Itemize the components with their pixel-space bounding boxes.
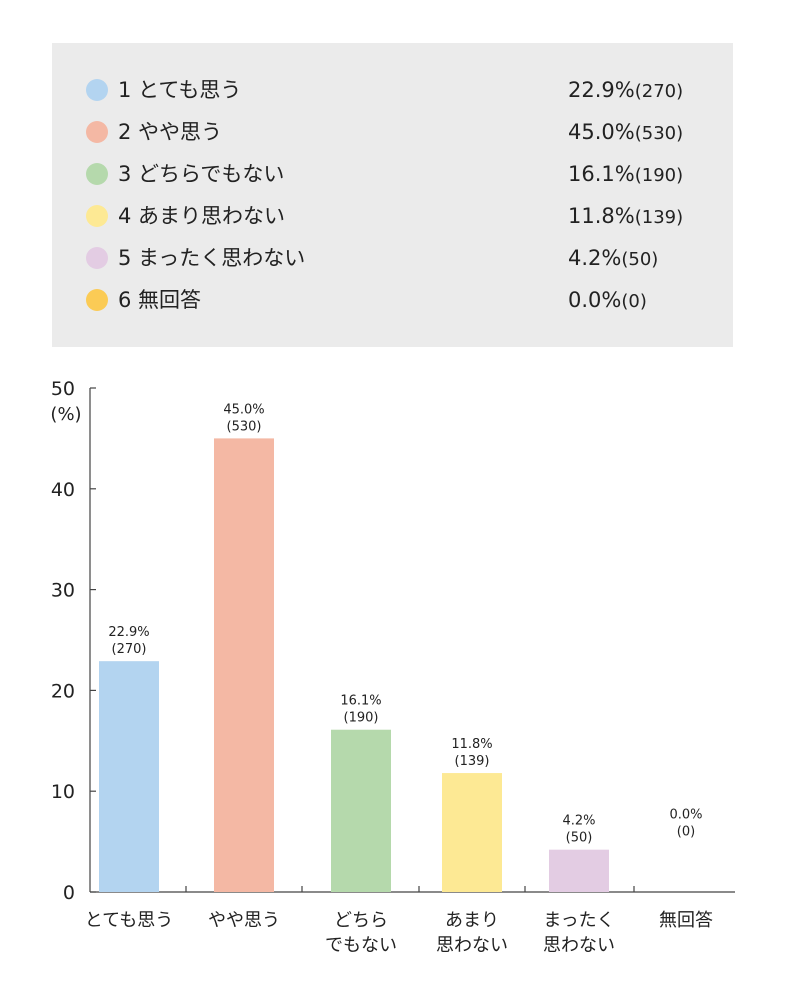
legend-item-4: 4 あまり思わない 11.8%(139) <box>52 201 733 231</box>
legend-label: 2 やや思う <box>118 120 223 144</box>
x-category-label: やや思う <box>208 910 280 931</box>
legend-label: 1 とても思う <box>118 78 242 102</box>
x-category-label: 無回答 <box>659 910 713 931</box>
bar-count-label: (270) <box>112 642 147 657</box>
legend-label: 3 どちらでもない <box>118 162 285 186</box>
legend-dot-icon <box>86 121 108 143</box>
legend-dot-icon <box>86 247 108 269</box>
x-category-label: 思わない <box>436 935 508 956</box>
legend-value: 11.8%(139) <box>568 204 684 228</box>
bar-count-label: (0) <box>677 825 695 840</box>
bar <box>214 438 274 892</box>
bar-count-label: (190) <box>344 711 379 726</box>
legend-box: 1 とても思う 22.9%(270) 2 やや思う 45.0%(530) 3 ど… <box>52 43 733 347</box>
legend-count: (0) <box>621 291 647 312</box>
legend-count: (50) <box>621 249 659 270</box>
legend-dot-icon <box>86 79 108 101</box>
y-tick-label: 30 <box>51 580 75 602</box>
y-tick-label: 50 <box>51 378 75 400</box>
x-category-label: あまり <box>445 910 499 931</box>
legend-item-5: 5 まったく思わない 4.2%(50) <box>52 243 733 273</box>
legend-count: (270) <box>634 81 684 102</box>
y-tick-label: 0 <box>63 882 75 904</box>
bar-value-label: 45.0% <box>223 402 264 417</box>
y-tick-label: 20 <box>51 680 75 702</box>
bar-value-label: 22.9% <box>108 625 149 640</box>
legend-dot-icon <box>86 163 108 185</box>
legend-item-3: 3 どちらでもない 16.1%(190) <box>52 159 733 189</box>
x-category-label: でもない <box>325 935 397 956</box>
bar-count-label: (530) <box>227 419 262 434</box>
bar-count-label: (139) <box>455 754 490 769</box>
y-tick-label: 10 <box>51 781 75 803</box>
bar <box>331 729 391 892</box>
y-axis-unit-label: (%) <box>50 404 81 425</box>
legend-item-2: 2 やや思う 45.0%(530) <box>52 117 733 147</box>
bar-value-label: 4.2% <box>562 814 595 829</box>
legend-item-1: 1 とても思う 22.9%(270) <box>52 75 733 105</box>
x-category-label: まったく <box>543 910 614 931</box>
legend-label: 4 あまり思わない <box>118 204 286 228</box>
legend-dot-icon <box>86 205 108 227</box>
legend-value: 4.2%(50) <box>568 246 659 270</box>
y-tick-label: 40 <box>51 479 75 501</box>
x-category-label: 思わない <box>543 935 615 956</box>
bar <box>442 773 502 892</box>
legend-label: 6 無回答 <box>118 288 202 312</box>
legend-value: 22.9%(270) <box>568 78 684 102</box>
bar-value-label: 0.0% <box>669 808 702 823</box>
legend-label: 5 まったく思わない <box>118 246 306 270</box>
legend-count: (190) <box>634 165 684 186</box>
legend-item-6: 6 無回答 0.0%(0) <box>52 285 733 315</box>
bar-value-label: 11.8% <box>451 737 492 752</box>
x-category-label: どちら <box>334 910 388 931</box>
legend-dot-icon <box>86 289 108 311</box>
legend-count: (139) <box>634 207 684 228</box>
bar <box>549 849 609 892</box>
legend-count: (530) <box>634 123 684 144</box>
bar-value-label: 16.1% <box>340 694 381 709</box>
bar <box>99 661 159 892</box>
legend-value: 45.0%(530) <box>568 120 684 144</box>
legend-value: 0.0%(0) <box>568 288 647 312</box>
x-category-label: とても思う <box>85 910 174 931</box>
bar-count-label: (50) <box>566 831 593 846</box>
legend-value: 16.1%(190) <box>568 162 684 186</box>
